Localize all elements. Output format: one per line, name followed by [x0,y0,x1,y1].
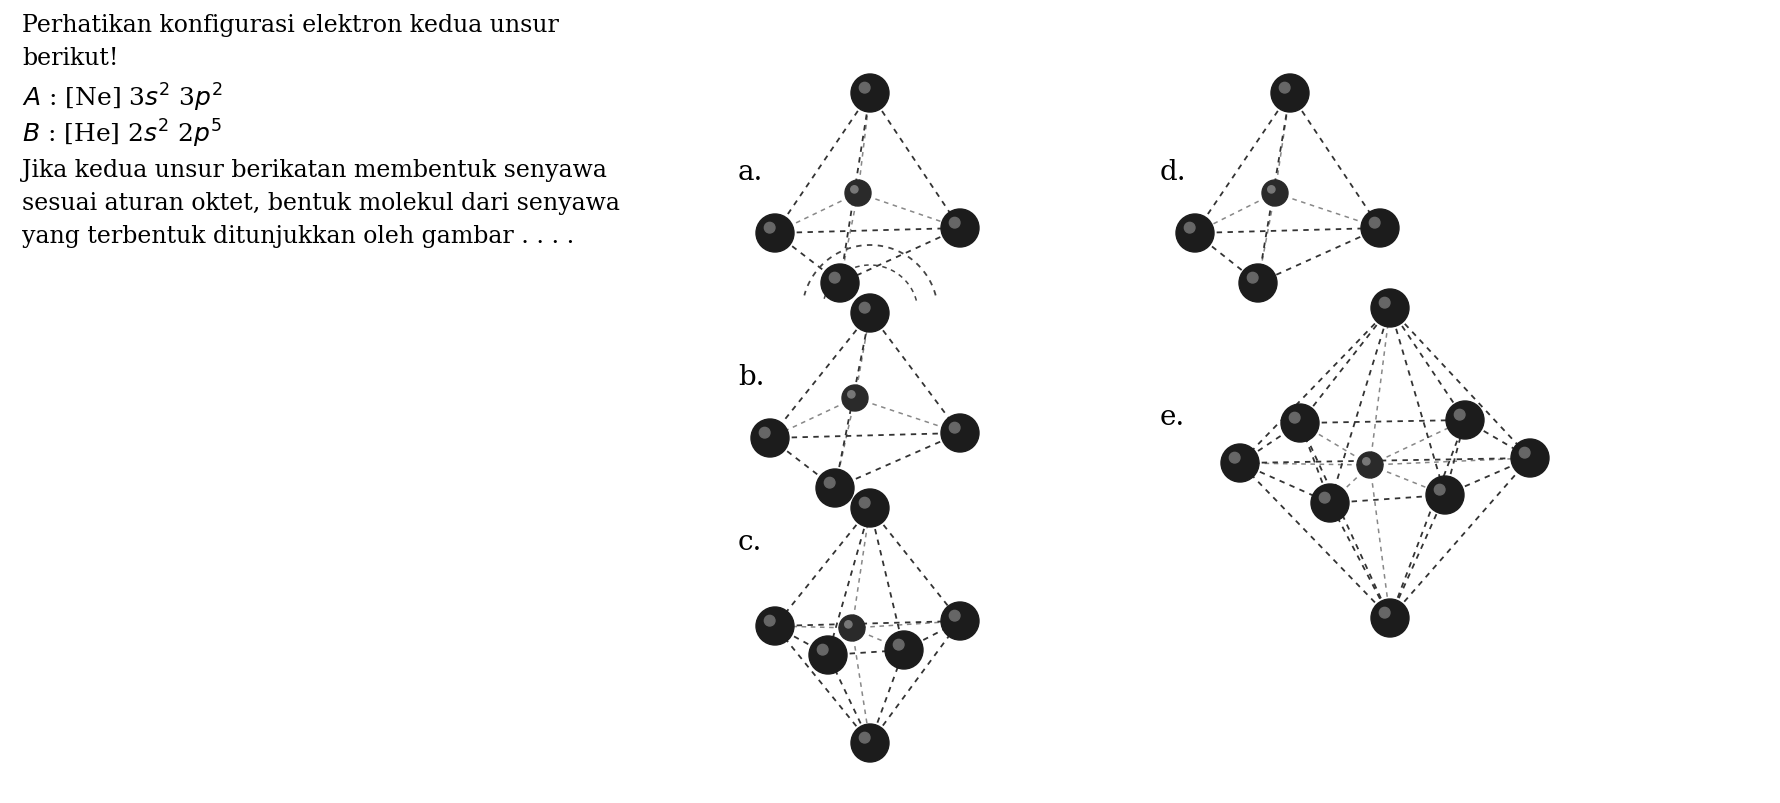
Circle shape [824,478,835,488]
Circle shape [1248,273,1258,283]
Text: b.: b. [739,364,764,390]
Circle shape [815,470,854,507]
Circle shape [1435,485,1445,495]
Circle shape [1282,405,1319,442]
Circle shape [1280,84,1290,94]
Text: d.: d. [1161,159,1187,185]
Circle shape [1177,214,1214,253]
Circle shape [949,218,959,229]
Circle shape [949,610,959,622]
Circle shape [764,616,774,626]
Circle shape [808,636,847,675]
Circle shape [1380,298,1390,308]
Circle shape [860,303,870,314]
Text: e.: e. [1161,403,1185,430]
Circle shape [1426,476,1463,515]
Circle shape [760,428,771,438]
Circle shape [842,385,869,411]
Circle shape [756,214,794,253]
Circle shape [1289,413,1299,423]
Text: $\it{A}$ : [Ne] 3$s^2$ 3$p^2$: $\it{A}$ : [Ne] 3$s^2$ 3$p^2$ [21,82,222,114]
Circle shape [1371,290,1410,328]
Circle shape [885,631,924,669]
Text: yang terbentuk ditunjukkan oleh gambar . . . .: yang terbentuk ditunjukkan oleh gambar .… [21,225,575,247]
Circle shape [851,75,888,113]
Circle shape [851,724,888,762]
Circle shape [860,498,870,508]
Circle shape [1230,453,1241,463]
Circle shape [1371,599,1410,638]
Circle shape [1369,218,1380,229]
Text: a.: a. [739,159,764,185]
Text: Perhatikan konfigurasi elektron kedua unsur: Perhatikan konfigurasi elektron kedua un… [21,14,559,37]
Circle shape [1363,459,1371,466]
Circle shape [851,186,858,194]
Text: berikut!: berikut! [21,47,119,70]
Circle shape [1221,444,1258,483]
Circle shape [846,621,853,628]
Circle shape [756,607,794,645]
Circle shape [942,210,979,247]
Circle shape [1511,439,1549,478]
Circle shape [942,414,979,452]
Circle shape [1262,181,1289,206]
Text: sesuai aturan oktet, bentuk molekul dari senyawa: sesuai aturan oktet, bentuk molekul dari… [21,192,619,214]
Text: $\it{B}$ : [He] 2$s^2$ 2$p^5$: $\it{B}$ : [He] 2$s^2$ 2$p^5$ [21,118,222,150]
Circle shape [1312,484,1349,522]
Circle shape [1454,410,1465,421]
Circle shape [894,639,904,650]
Circle shape [1362,210,1399,247]
Text: c.: c. [739,528,762,556]
Circle shape [1271,75,1308,113]
Circle shape [821,265,860,303]
Circle shape [829,273,840,283]
Text: Jika kedua unsur berikatan membentuk senyawa: Jika kedua unsur berikatan membentuk sen… [21,159,607,181]
Circle shape [942,602,979,640]
Circle shape [860,84,870,94]
Circle shape [847,391,854,398]
Circle shape [751,419,789,458]
Circle shape [838,615,865,642]
Circle shape [817,645,828,655]
Circle shape [949,423,959,434]
Circle shape [860,732,870,743]
Circle shape [1445,402,1485,439]
Circle shape [851,489,888,528]
Circle shape [1356,452,1383,479]
Circle shape [1319,493,1330,503]
Circle shape [1184,223,1194,234]
Circle shape [1239,265,1276,303]
Circle shape [851,295,888,332]
Circle shape [1380,608,1390,618]
Circle shape [764,223,774,234]
Circle shape [1267,186,1274,194]
Circle shape [846,181,870,206]
Circle shape [1520,448,1531,459]
